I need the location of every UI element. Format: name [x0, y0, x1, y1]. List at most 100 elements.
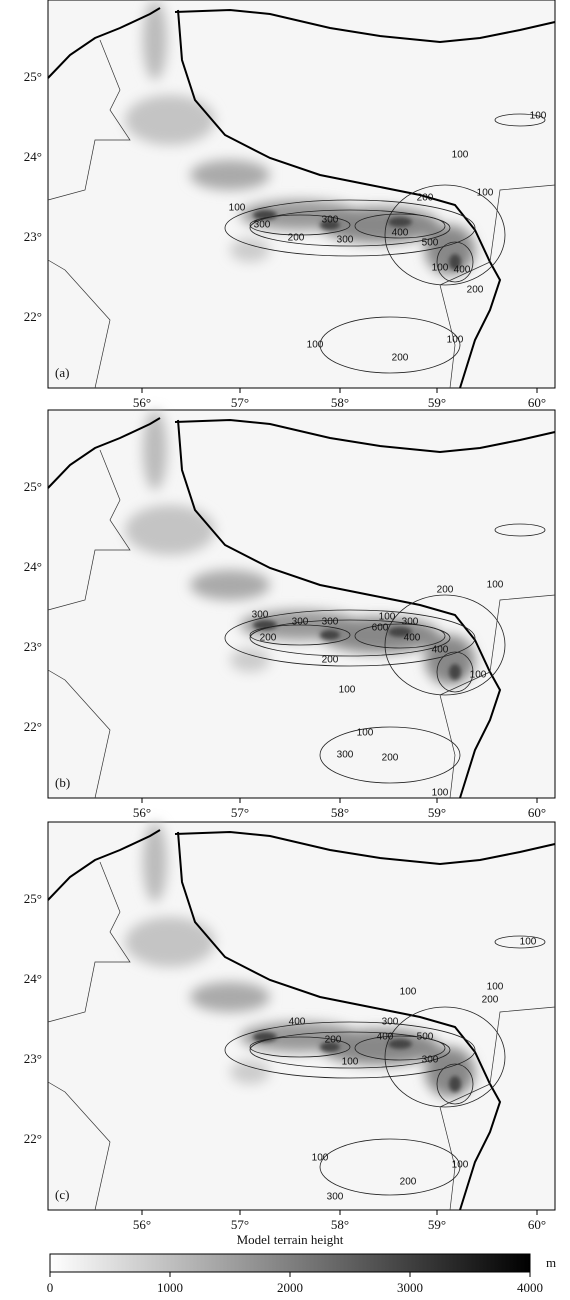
contour-line — [384, 594, 506, 696]
terrain-peak — [253, 1032, 277, 1042]
lon-label: 60° — [528, 395, 546, 410]
lon-label: 57° — [231, 1217, 249, 1232]
coastline — [177, 831, 502, 1211]
lon-label: 59° — [428, 395, 446, 410]
terrain-peak — [388, 217, 412, 227]
contour-label: 100 — [229, 203, 246, 214]
terrain-peak — [449, 664, 461, 680]
coastline — [47, 829, 556, 901]
colorbar-tick-label: 3000 — [397, 1280, 423, 1295]
contour-line — [224, 199, 476, 257]
terrain-area — [230, 238, 270, 262]
terrain-area — [143, 822, 167, 902]
contour-label: 200 — [382, 753, 399, 764]
contour-label: 100 — [530, 111, 547, 122]
contour-label: 500 — [422, 238, 439, 249]
contour-label: 300 — [422, 1055, 439, 1066]
contour-line — [224, 1021, 476, 1079]
contour-label: 200 — [392, 353, 409, 364]
contour-label: 400 — [432, 645, 449, 656]
contour-label: 100 — [342, 1057, 359, 1068]
contour-line — [249, 214, 351, 236]
panel-label: (c) — [55, 1187, 69, 1202]
terrain-peak — [449, 1076, 461, 1092]
terrain-area — [425, 1047, 475, 1097]
lat-label: 23° — [24, 639, 42, 654]
terrain-area — [125, 95, 215, 145]
contour-label: 100 — [432, 788, 449, 799]
contour-line — [494, 935, 546, 949]
contours — [224, 935, 546, 1196]
contour-label: 200 — [260, 633, 277, 644]
map-frame — [47, 821, 556, 1211]
contour-label: 100 — [379, 612, 396, 623]
contour-label: 300 — [252, 610, 269, 621]
contour-label: 400 — [377, 1032, 394, 1043]
terrain-area — [190, 982, 270, 1012]
contour-label: 100 — [452, 1160, 469, 1171]
terrain-area — [320, 617, 440, 653]
terrain-peak — [320, 220, 340, 230]
contour-line — [354, 1035, 446, 1061]
contour-line — [249, 624, 351, 646]
terrain-peak — [320, 1042, 340, 1052]
terrain-area — [190, 570, 270, 600]
contour-line — [249, 1031, 451, 1069]
contour-label: 300 — [292, 617, 309, 628]
contour-label: 300 — [327, 1192, 344, 1203]
lon-label: 57° — [231, 395, 249, 410]
terrain-area — [230, 1060, 270, 1084]
contour-label: 400 — [289, 1017, 306, 1028]
contour-label: 100 — [357, 728, 374, 739]
map-frame — [47, 409, 556, 799]
terrain — [125, 822, 475, 1097]
contour-label: 200 — [322, 655, 339, 666]
lat-label: 25° — [24, 891, 42, 906]
contour-label: 200 — [400, 1177, 417, 1188]
terrain-peaks — [253, 620, 461, 680]
terrain-peak — [320, 630, 340, 640]
border — [47, 449, 556, 799]
colorbar-tick-label: 4000 — [517, 1280, 543, 1295]
terrain-area — [190, 160, 270, 190]
lat-label: 22° — [24, 309, 42, 324]
coastline — [47, 417, 556, 489]
contour-line — [249, 209, 451, 247]
lon-label: 58° — [331, 805, 349, 820]
contour-label: 100 — [307, 340, 324, 351]
lat-label: 24° — [24, 149, 42, 164]
contour-label: 200 — [482, 995, 499, 1006]
lat-label: 25° — [24, 479, 42, 494]
contour-label: 200 — [417, 193, 434, 204]
contour-label: 100 — [312, 1153, 329, 1164]
contour-line — [319, 316, 461, 374]
coastline — [177, 419, 502, 799]
lat-label: 24° — [24, 559, 42, 574]
contour-label: 100 — [447, 335, 464, 346]
contour-label: 400 — [404, 633, 421, 644]
contour-label: 300 — [402, 617, 419, 628]
lat-label: 23° — [24, 229, 42, 244]
contour-line — [494, 113, 546, 127]
contour-line — [494, 523, 546, 537]
terrain-peak — [449, 254, 461, 270]
contour-line — [249, 1036, 351, 1058]
panel-label: (a) — [55, 365, 69, 380]
contour-line — [384, 1006, 506, 1108]
colorbar-tick-label: 2000 — [277, 1280, 303, 1295]
contour-label: 300 — [337, 750, 354, 761]
terrain — [125, 0, 475, 275]
contours — [224, 523, 546, 784]
contour-label: 300 — [337, 235, 354, 246]
map-panel: 100 100 100 200 100 300 300 200 300 400 500 100 400 2… — [24, 0, 556, 410]
contour-label: 200 — [437, 585, 454, 596]
contour-label: 300 — [382, 1017, 399, 1028]
colorbar-tick-label: 1000 — [157, 1280, 183, 1295]
terrain-area — [143, 0, 167, 80]
lat-label: 22° — [24, 1131, 42, 1146]
colorbar-title: Model terrain height — [237, 1232, 344, 1247]
contour-label: 100 — [477, 188, 494, 199]
terrain-area — [230, 648, 270, 672]
